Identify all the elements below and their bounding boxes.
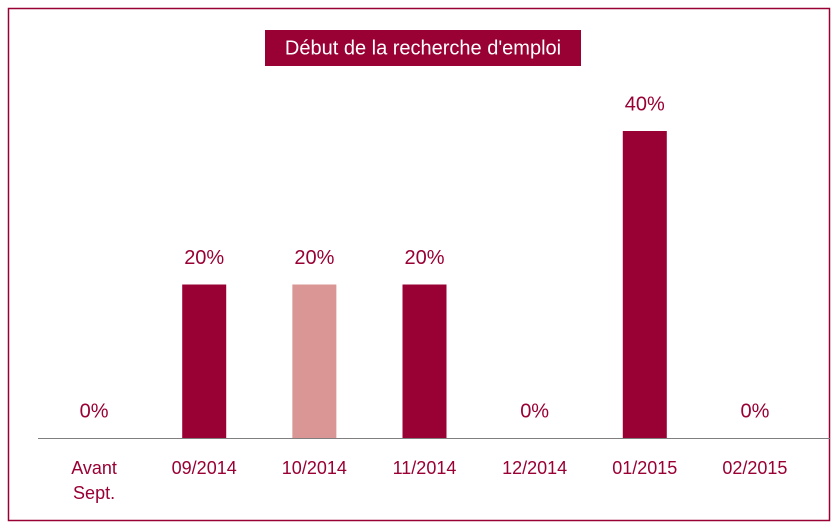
value-label: 20% <box>184 247 224 269</box>
x-tick-label: 12/2014 <box>502 458 568 478</box>
x-tick-label: 09/2014 <box>171 458 237 478</box>
x-tick-label: 02/2015 <box>722 458 788 478</box>
value-label: 20% <box>294 247 334 269</box>
x-tick-label: 01/2015 <box>612 458 678 478</box>
bar <box>622 131 667 438</box>
x-tick-label: 10/2014 <box>281 458 347 478</box>
chart-title: Début de la recherche d'emploi <box>285 37 561 59</box>
bar <box>292 284 337 438</box>
value-label: 0% <box>740 400 769 422</box>
bar <box>402 284 447 438</box>
title-box <box>265 30 581 66</box>
value-label: 40% <box>625 93 665 115</box>
x-tick-label: Avant Sept. <box>71 458 117 503</box>
value-label: 0% <box>520 400 549 422</box>
value-label: 0% <box>80 400 109 422</box>
bar <box>182 284 227 438</box>
value-label: 20% <box>404 247 444 269</box>
x-tick-label: 11/2014 <box>392 458 457 478</box>
